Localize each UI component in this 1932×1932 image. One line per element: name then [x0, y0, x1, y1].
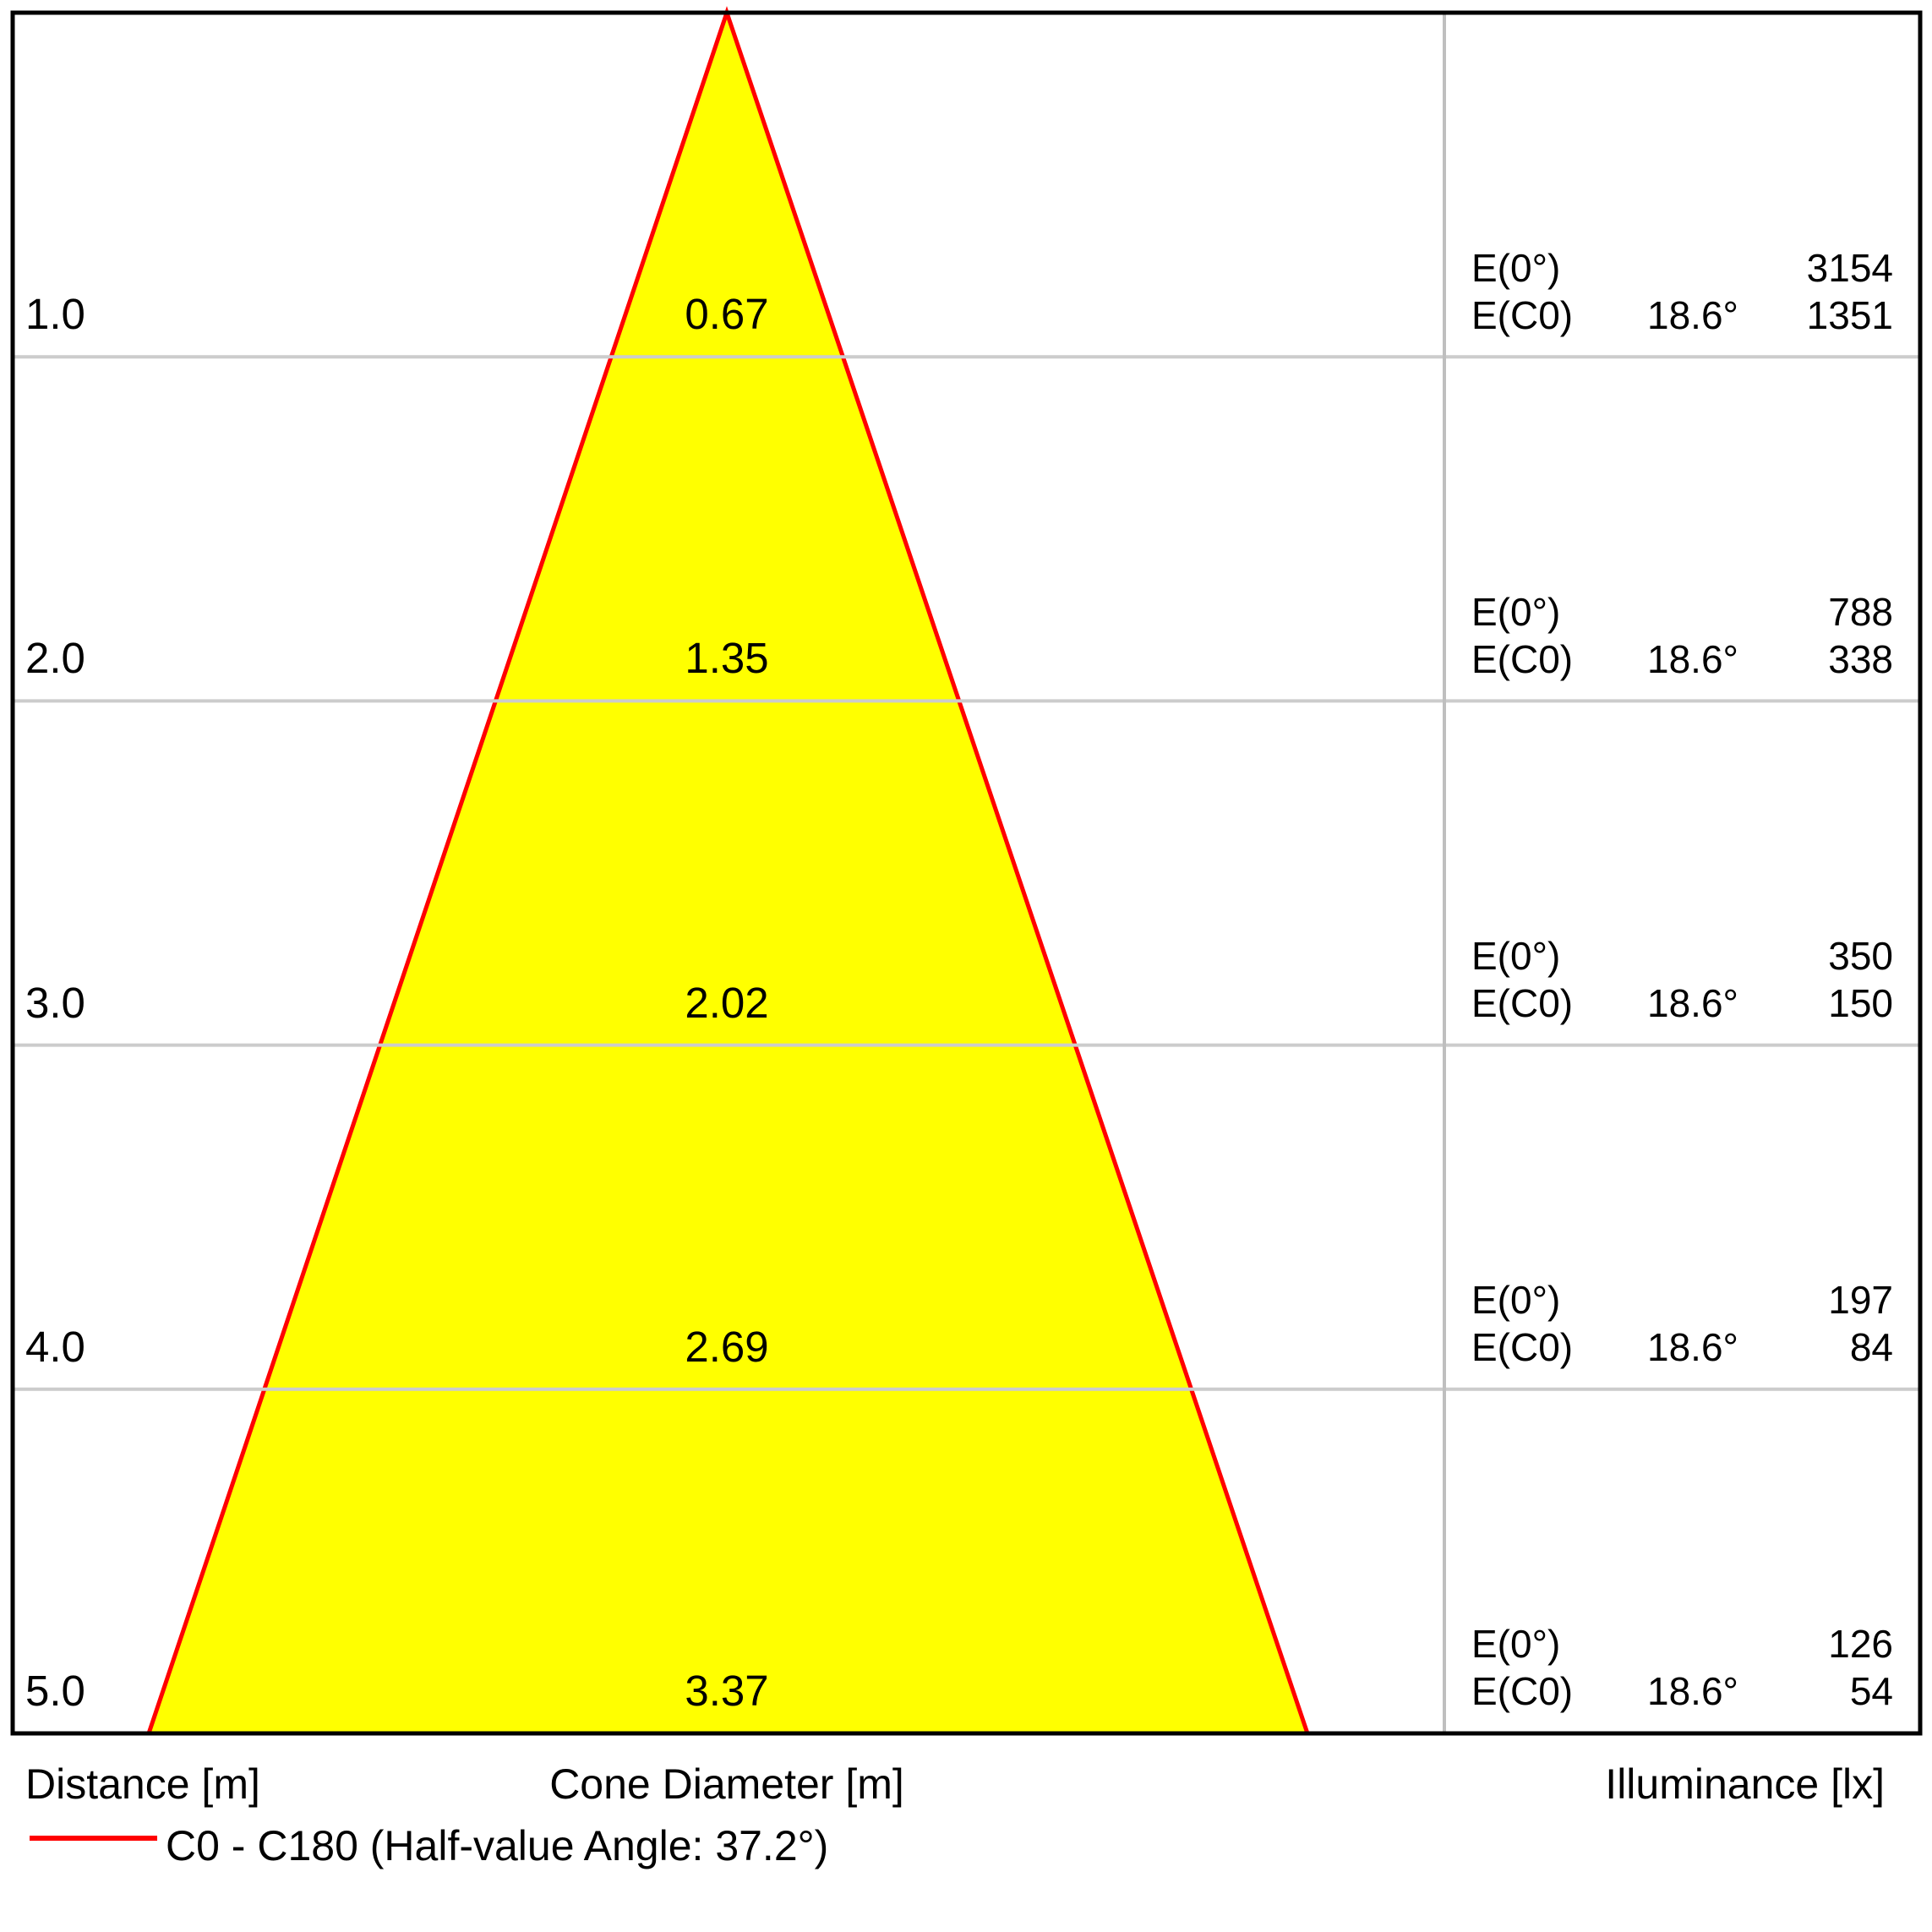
svg-text:Illuminance [lx]: Illuminance [lx] [1605, 1760, 1885, 1808]
svg-text:Distance [m]: Distance [m] [25, 1760, 260, 1808]
svg-text:Cone Diameter [m]: Cone Diameter [m] [549, 1760, 904, 1808]
svg-text:2.69: 2.69 [685, 1323, 768, 1371]
svg-text:2.0: 2.0 [25, 634, 85, 682]
svg-text:2.02: 2.02 [685, 979, 768, 1027]
svg-text:126: 126 [1828, 1622, 1893, 1666]
svg-text:18.6°: 18.6° [1647, 981, 1738, 1025]
svg-text:E(0°): E(0°) [1471, 934, 1560, 978]
svg-text:E(0°): E(0°) [1471, 590, 1560, 634]
svg-text:1.35: 1.35 [685, 634, 768, 682]
svg-text:3154: 3154 [1807, 246, 1893, 290]
svg-text:0.67: 0.67 [685, 290, 768, 338]
svg-text:18.6°: 18.6° [1647, 1325, 1738, 1369]
svg-text:54: 54 [1850, 1669, 1893, 1713]
svg-text:E(C0): E(C0) [1471, 1669, 1573, 1713]
svg-text:E(C0): E(C0) [1471, 637, 1573, 681]
svg-text:150: 150 [1828, 981, 1893, 1025]
svg-text:18.6°: 18.6° [1647, 293, 1738, 337]
svg-text:E(0°): E(0°) [1471, 1278, 1560, 1322]
svg-text:E(0°): E(0°) [1471, 246, 1560, 290]
svg-text:350: 350 [1828, 934, 1893, 978]
svg-text:84: 84 [1850, 1325, 1893, 1369]
svg-text:3.37: 3.37 [685, 1667, 768, 1715]
svg-text:18.6°: 18.6° [1647, 1669, 1738, 1713]
svg-text:4.0: 4.0 [25, 1323, 85, 1371]
svg-text:E(C0): E(C0) [1471, 1325, 1573, 1369]
svg-text:E(C0): E(C0) [1471, 981, 1573, 1025]
svg-text:197: 197 [1828, 1278, 1893, 1322]
svg-text:C0 - C180 (Half-value Angle: 3: C0 - C180 (Half-value Angle: 37.2°) [166, 1822, 828, 1869]
svg-text:5.0: 5.0 [25, 1667, 85, 1715]
svg-text:E(0°): E(0°) [1471, 1622, 1560, 1666]
svg-text:18.6°: 18.6° [1647, 637, 1738, 681]
svg-text:788: 788 [1828, 590, 1893, 634]
svg-text:E(C0): E(C0) [1471, 293, 1573, 337]
svg-text:338: 338 [1828, 637, 1893, 681]
svg-text:1351: 1351 [1807, 293, 1893, 337]
svg-text:3.0: 3.0 [25, 979, 85, 1027]
svg-text:1.0: 1.0 [25, 290, 85, 338]
